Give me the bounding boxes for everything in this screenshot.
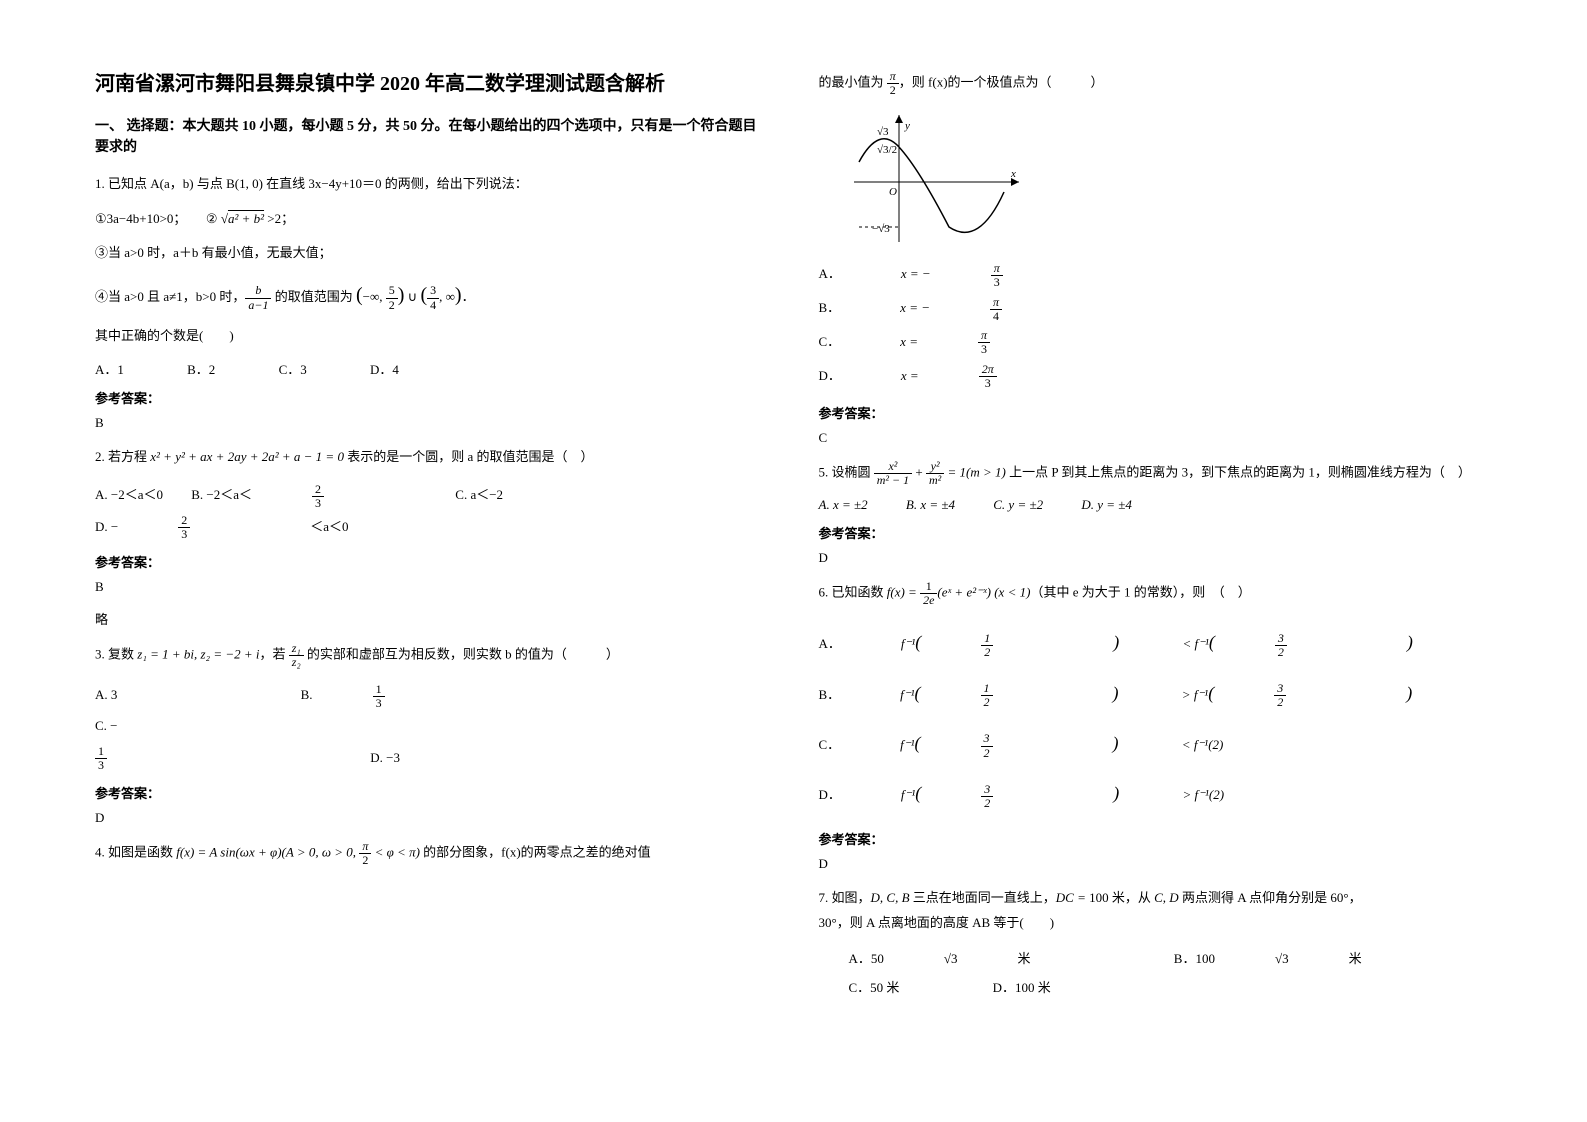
q3-options: A. 3 B. 13 C. − 13 D. −3 <box>95 679 769 773</box>
left-column: 河南省漯河市舞阳县舞泉镇中学 2020 年高二数学理测试题含解析 一、 选择题：… <box>95 70 769 1052</box>
svg-text:x: x <box>1010 168 1016 180</box>
answer-label: 参考答案： <box>819 829 1493 848</box>
q4-stem-line2: 的最小值为 π2，则 f(x)的一个极值点为（ ） <box>819 70 1493 97</box>
right-column: 的最小值为 π2，则 f(x)的一个极值点为（ ） y √3 √3/2 −√3 … <box>819 70 1493 1052</box>
q2-note: 略 <box>95 609 769 628</box>
q2-options: A. −2＜a＜0 B. −2＜a＜23 C. a＜−2 D. −23＜a＜0 <box>95 479 769 541</box>
svg-text:y: y <box>904 120 910 132</box>
q5-stem: 5. 设椭圆 x²m² − 1 + y²m² = 1(m > 1) 上一点 P … <box>819 460 1493 487</box>
svg-text:O: O <box>889 186 897 198</box>
answer-label: 参考答案： <box>819 523 1493 542</box>
q6-options: A．f⁻¹(12) < f⁻¹(32) B．f⁻¹(12) > f⁻¹(32) … <box>819 617 1493 819</box>
q2-answer: B <box>95 579 769 595</box>
answer-label: 参考答案： <box>95 552 769 571</box>
q4-stem-line1: 4. 如图是函数 f(x) = A sin(ωx + φ)(A > 0, ω >… <box>95 840 769 867</box>
svg-text:−√3: −√3 <box>872 223 890 235</box>
doc-title: 河南省漯河市舞阳县舞泉镇中学 2020 年高二数学理测试题含解析 <box>95 70 769 98</box>
q1-options: A．1 B．2 C．3 D．4 <box>95 359 769 378</box>
q4-answer: C <box>819 430 1493 446</box>
q4-options: A．x = −π3 B．x = −π4 C．x = π3 D．x = 2π3 <box>819 257 1493 392</box>
q7-options: A．50√3 米 B．100√3 米 C．50 米 D．100 米 <box>849 945 1493 1002</box>
q1-sub4: ④当 a>0 且 a≠1，b>0 时，ba−1 的取值范围为 (−∞, 52) … <box>95 276 769 314</box>
q5-options: A. x = ±2 B. x = ±4 C. y = ±2 D. y = ±4 <box>819 497 1493 513</box>
q6-stem: 6. 已知函数 f(x) = 12e(eˣ + e²⁻ˣ) (x < 1)（其中… <box>819 580 1493 607</box>
q6-answer: D <box>819 856 1493 872</box>
q1-sub3: ③当 a>0 时，a＋b 有最小值，无最大值； <box>95 241 769 266</box>
answer-label: 参考答案： <box>819 403 1493 422</box>
q5-answer: D <box>819 550 1493 566</box>
q7-stem: 7. 如图，D, C, B 三点在地面同一直线上，DC = 100 米，从 C,… <box>819 886 1493 935</box>
q1-sub12: ①3a−4b+10>0； ② √a² + b² >2； <box>95 207 769 232</box>
svg-text:√3/2: √3/2 <box>877 144 897 156</box>
q4-graph: y √3 √3/2 −√3 O x <box>839 107 1029 247</box>
svg-text:√3: √3 <box>877 126 889 138</box>
q1-stem: 1. 已知点 A(a，b) 与点 B(1, 0) 在直线 3x−4y+10＝0 … <box>95 172 769 197</box>
q3-answer: D <box>95 810 769 826</box>
q2-stem: 2. 若方程 x² + y² + ax + 2ay + 2a² + a − 1 … <box>95 445 769 470</box>
q1-answer: B <box>95 415 769 431</box>
answer-label: 参考答案： <box>95 388 769 407</box>
section-1-heading: 一、 选择题：本大题共 10 小题，每小题 5 分，共 50 分。在每小题给出的… <box>95 116 769 158</box>
q3-stem: 3. 复数 z₁ = 1 + bi, z₂ = −2 + i，若 z₁z₂ 的实… <box>95 642 769 669</box>
q1-tail: 其中正确的个数是( ) <box>95 324 769 349</box>
answer-label: 参考答案： <box>95 783 769 802</box>
